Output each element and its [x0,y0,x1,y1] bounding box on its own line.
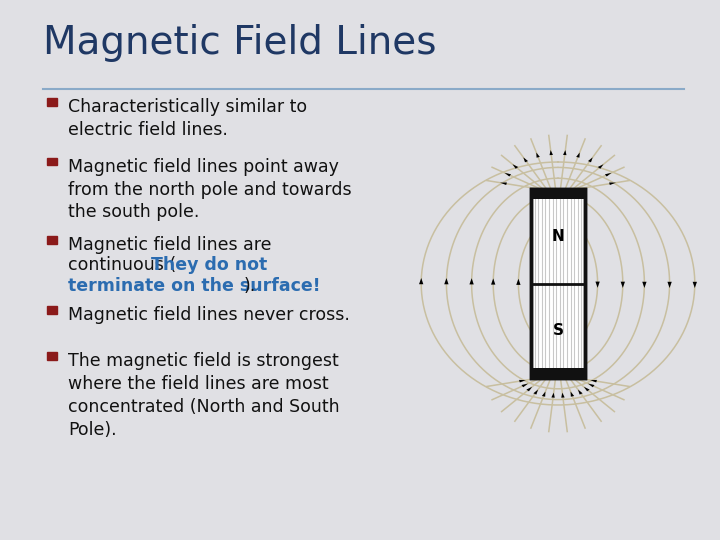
Polygon shape [609,183,616,185]
Polygon shape [500,183,507,185]
Polygon shape [598,164,603,169]
Bar [531,368,585,378]
Polygon shape [491,279,495,285]
Polygon shape [584,387,590,392]
Bar [531,189,585,199]
Polygon shape [505,173,511,177]
Polygon shape [516,279,521,285]
Text: Magnetic Field Lines: Magnetic Field Lines [43,24,437,62]
Bar [47,158,57,165]
Polygon shape [561,393,564,397]
Polygon shape [588,157,593,163]
Bar [531,189,585,378]
Polygon shape [549,150,553,155]
Text: ).: ). [243,277,256,295]
Text: Magnetic field lines are: Magnetic field lines are [68,236,272,254]
Polygon shape [578,389,582,395]
Polygon shape [595,281,600,288]
Polygon shape [570,392,574,397]
Polygon shape [536,152,540,158]
Bar [47,98,57,106]
Polygon shape [588,383,595,387]
Text: Characteristically similar to
electric field lines.: Characteristically similar to electric f… [68,98,307,139]
Polygon shape [444,278,449,284]
Text: Magnetic field lines never cross.: Magnetic field lines never cross. [68,306,350,324]
Polygon shape [523,157,528,163]
Text: Magnetic field lines point away
from the north pole and towards
the south pole.: Magnetic field lines point away from the… [68,158,352,221]
Bar [47,306,57,314]
Text: N: N [552,229,564,244]
Bar [531,189,585,378]
Bar [47,236,57,244]
Polygon shape [590,380,597,382]
Polygon shape [576,152,580,158]
Polygon shape [513,164,518,169]
Polygon shape [534,389,538,395]
Polygon shape [552,393,555,397]
Polygon shape [519,380,526,382]
Polygon shape [605,173,611,177]
Polygon shape [693,282,697,288]
Polygon shape [642,282,647,288]
Polygon shape [563,150,567,155]
Polygon shape [621,282,625,288]
Polygon shape [521,383,528,387]
Text: continuous (: continuous ( [68,256,176,274]
Polygon shape [542,392,546,397]
Polygon shape [469,278,474,285]
Polygon shape [419,278,423,284]
Text: The magnetic field is strongest
where the field lines are most
concentrated (Nor: The magnetic field is strongest where th… [68,352,340,439]
Text: terminate on the surface!: terminate on the surface! [68,277,321,295]
Bar [47,352,57,360]
Text: They do not: They do not [151,256,267,274]
Polygon shape [526,387,532,392]
Polygon shape [667,282,672,288]
Text: S: S [552,323,564,338]
